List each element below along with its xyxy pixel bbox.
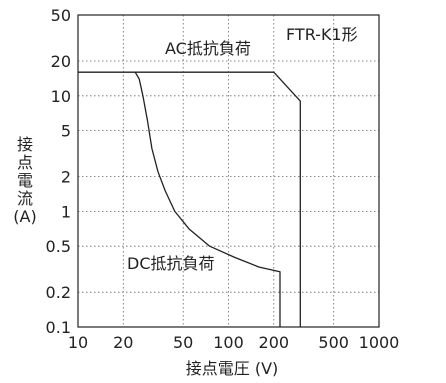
y-tick-label: 20 [51, 52, 71, 71]
y-tick-label: 1 [61, 202, 71, 221]
model-label: FTR-K1形 [286, 25, 358, 44]
x-tick-label: 200 [259, 333, 290, 352]
tick-labels: 10 20 50 100 200 500 1000 0.1 0.2 0.5 1 2 5 10 20 50 [46, 6, 400, 352]
grid [78, 15, 379, 327]
y-axis-title-char: 電 [17, 171, 33, 190]
y-axis-title-char: 点 [17, 153, 33, 172]
dc-resistive-load-line [134, 71, 281, 327]
series-label-ac: AC抵抗負荷 [165, 39, 251, 58]
x-tick-label: 100 [213, 333, 244, 352]
y-tick-label: 5 [61, 122, 71, 141]
y-tick-label: 10 [51, 87, 71, 106]
y-tick-label: 50 [51, 6, 71, 25]
x-tick-label: 500 [318, 333, 349, 352]
y-axis-title: 接 点 電 流 (A) [13, 135, 36, 226]
y-tick-label: 0.5 [46, 237, 71, 256]
x-tick-label: 20 [113, 333, 133, 352]
y-axis-title-unit: (A) [13, 207, 36, 226]
y-tick-label: 0.1 [46, 318, 71, 337]
x-tick-label: 1000 [359, 333, 400, 352]
x-axis-title: 接点電圧 (V) [186, 359, 279, 378]
series-label-dc: DC抵抗負荷 [127, 254, 215, 273]
y-axis-title-char: 接 [17, 135, 33, 154]
x-tick-label: 10 [68, 333, 88, 352]
plot-frame [77, 14, 380, 328]
y-axis-title-char: 流 [17, 189, 33, 208]
x-tick-label: 50 [173, 333, 193, 352]
y-tick-label: 2 [61, 168, 71, 187]
ac-resistive-load-line [78, 71, 301, 327]
y-tick-label: 0.2 [46, 283, 71, 302]
series-lines [78, 71, 301, 327]
